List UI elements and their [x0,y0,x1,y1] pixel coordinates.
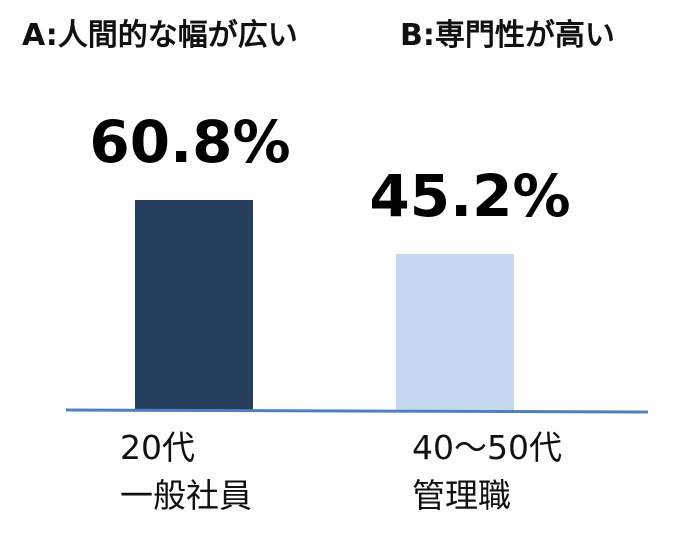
x-axis-line [65,408,649,414]
legend-b-text: B:専門性が高い [400,18,615,53]
category-label-line2: 一般社員 [120,476,252,515]
category-label-line2: 管理職 [412,476,511,515]
category-label-line1: 20代 [120,428,195,467]
bar-20s-staff [135,200,253,410]
legend-a-text: A:人間的な幅が広い [22,18,298,53]
value-label-40-50s-manager: 45.2% [369,162,570,230]
bar-40-50s-manager [396,253,514,410]
value-label-20s-staff: 60.8% [89,108,290,176]
category-label-line1: 40～50代 [412,428,562,467]
category-label-40-50s-manager: 40～50代 管理職 [412,424,562,520]
category-label-20s-staff: 20代 一般社員 [120,424,252,520]
